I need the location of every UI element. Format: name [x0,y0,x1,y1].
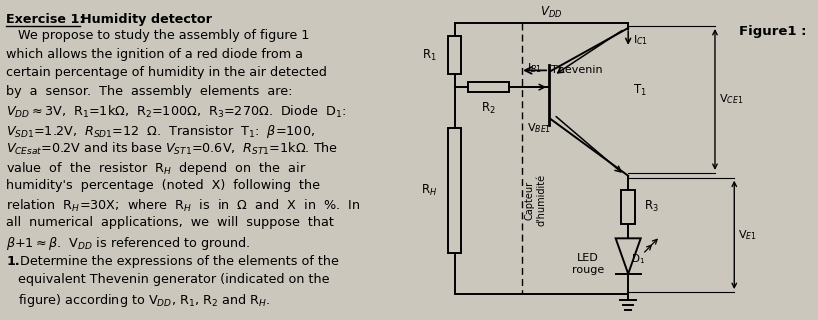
Text: Thevenin: Thevenin [551,65,603,76]
Text: T$_1$: T$_1$ [633,83,647,98]
Text: Humidity detector: Humidity detector [82,13,213,26]
Bar [448,129,461,252]
Text: V$_{BE1}$: V$_{BE1}$ [527,122,551,135]
Text: R$_2$: R$_2$ [481,101,496,116]
Text: Exercise 1:: Exercise 1: [7,13,85,26]
Text: R$_H$: R$_H$ [421,183,438,198]
Text: value  of  the  resistor  R$_H$  depend  on  the  air: value of the resistor R$_H$ depend on th… [7,160,307,177]
Text: R$_1$: R$_1$ [422,48,438,63]
Text: figure) according to V$_{DD}$, R$_1$, R$_2$ and R$_H$.: figure) according to V$_{DD}$, R$_1$, R$… [7,292,270,309]
Text: $V_{CEsat}$=0.2V and its base $V_{ST1}$=0.6V,  $R_{ST1}$=1k$\Omega$. The: $V_{CEsat}$=0.2V and its base $V_{ST1}$=… [7,141,339,157]
Text: which allows the ignition of a red diode from a: which allows the ignition of a red diode… [7,48,303,61]
Text: by  a  sensor.  The  assembly  elements  are:: by a sensor. The assembly elements are: [7,85,293,98]
Text: LED
rouge: LED rouge [572,253,604,275]
Bar [622,190,635,224]
Text: V$_{E1}$: V$_{E1}$ [738,228,757,242]
Text: V$_{CE1}$: V$_{CE1}$ [719,92,743,106]
Bar [448,36,461,74]
Text: $V_{DD}$: $V_{DD}$ [540,5,562,20]
Text: Capteur
d'humidité: Capteur d'humidité [525,174,546,227]
Text: equivalent Thevenin generator (indicated on the: equivalent Thevenin generator (indicated… [7,273,330,286]
Text: I$_{B1}$: I$_{B1}$ [527,61,542,75]
Text: We propose to study the assembly of figure 1: We propose to study the assembly of figu… [7,29,309,42]
Text: Figure1 :: Figure1 : [739,25,807,38]
Text: R$_3$: R$_3$ [644,199,658,214]
Text: I$_{C1}$: I$_{C1}$ [633,33,648,47]
Text: 1.: 1. [7,255,20,268]
Text: $V_{DD}$$\approx$3V,  R$_1$=1k$\Omega$,  R$_2$=100$\Omega$,  R$_3$=270$\Omega$. : $V_{DD}$$\approx$3V, R$_1$=1k$\Omega$, R… [7,104,346,120]
Text: humidity's  percentage  (noted  X)  following  the: humidity's percentage (noted X) followin… [7,179,320,192]
Text: $\beta$+1$\approx$$\beta$.  V$_{DD}$ is referenced to ground.: $\beta$+1$\approx$$\beta$. V$_{DD}$ is r… [7,235,251,252]
Text: $V_{SD1}$=1.2V,  $R_{SD1}$=12  $\Omega$.  Transistor  T$_1$:  $\beta$=100,: $V_{SD1}$=1.2V, $R_{SD1}$=12 $\Omega$. T… [7,123,315,140]
Text: Determine the expressions of the elements of the: Determine the expressions of the element… [20,255,339,268]
Text: all  numerical  applications,  we  will  suppose  that: all numerical applications, we will supp… [7,216,334,229]
Bar [468,82,509,92]
Text: certain percentage of humidity in the air detected: certain percentage of humidity in the ai… [7,67,327,79]
Text: D$_1$: D$_1$ [631,252,645,266]
Text: relation  R$_H$=30X;  where  R$_H$  is  in  $\Omega$  and  X  in  %.  In: relation R$_H$=30X; where R$_H$ is in $\… [7,197,361,213]
